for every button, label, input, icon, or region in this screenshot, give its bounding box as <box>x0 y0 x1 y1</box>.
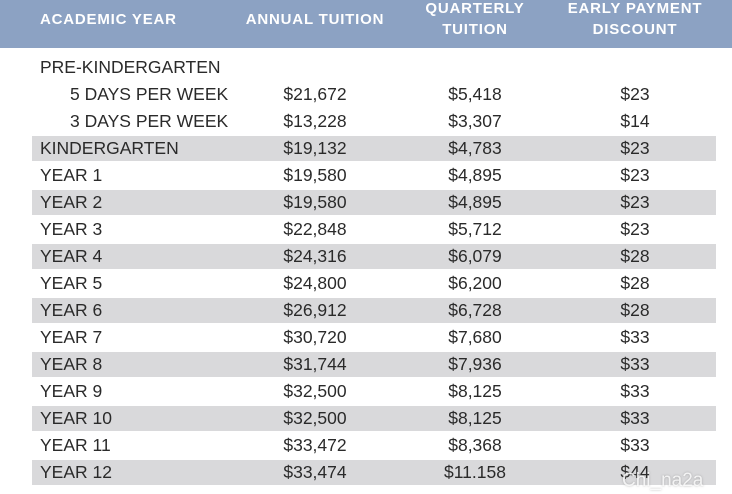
row-label: 5 DAYS PER WEEK <box>70 84 229 104</box>
row-shade <box>32 298 716 323</box>
table-body: PRE-KINDERGARTEN 5 DAYS PER WEEK $21,672… <box>0 54 732 486</box>
discount-value: $23 <box>620 192 650 212</box>
annual-tuition-value: $19,580 <box>283 192 347 212</box>
discount-value: $44 <box>620 462 650 482</box>
row-label: YEAR 8 <box>40 354 103 374</box>
discount-value: $23 <box>620 165 650 185</box>
row-label: YEAR 2 <box>40 192 103 212</box>
annual-tuition-value: $24,316 <box>283 246 347 266</box>
table-row: YEAR 9 $32,500 $8,125 $33 <box>0 378 732 405</box>
row-shade <box>32 406 716 431</box>
table-row: YEAR 7 $30,720 $7,680 $33 <box>0 324 732 351</box>
annual-tuition-value: $32,500 <box>283 381 347 401</box>
row-shade <box>32 190 716 215</box>
table-row: YEAR 4 $24,316 $6,079 $28 <box>0 243 732 270</box>
table-row: YEAR 6 $26,912 $6,728 $28 <box>0 297 732 324</box>
quarterly-tuition-value: $4,783 <box>448 138 502 158</box>
header-discount-line1: EARLY PAYMENT <box>567 0 703 17</box>
discount-value: $23 <box>620 219 650 239</box>
row-shade <box>32 136 716 161</box>
annual-tuition-value: $26,912 <box>283 300 347 320</box>
quarterly-tuition-value: $8,125 <box>448 408 502 428</box>
row-label: YEAR 9 <box>40 381 103 401</box>
row-label: PRE-KINDERGARTEN <box>40 57 221 77</box>
annual-tuition-value: $33,472 <box>283 435 347 455</box>
row-label: YEAR 12 <box>40 462 112 482</box>
quarterly-tuition-value: $7,936 <box>448 354 502 374</box>
header-academic-year: ACADEMIC YEAR <box>40 11 177 28</box>
annual-tuition-value: $19,132 <box>283 138 347 158</box>
annual-tuition-value: $33,474 <box>283 462 347 482</box>
annual-tuition-value: $21,672 <box>283 84 347 104</box>
discount-value: $33 <box>620 354 650 374</box>
table-row: 3 DAYS PER WEEK $13,228 $3,307 $14 <box>0 108 732 135</box>
annual-tuition-value: $31,744 <box>283 354 347 374</box>
table-row: PRE-KINDERGARTEN <box>0 54 732 81</box>
annual-tuition-value: $24,800 <box>283 273 347 293</box>
table-row: YEAR 2 $19,580 $4,895 $23 <box>0 189 732 216</box>
annual-tuition-value: $22,848 <box>283 219 347 239</box>
discount-value: $23 <box>620 84 650 104</box>
table-row: YEAR 10 $32,500 $8,125 $33 <box>0 405 732 432</box>
discount-value: $33 <box>620 381 650 401</box>
row-label: YEAR 5 <box>40 273 103 293</box>
row-label: YEAR 4 <box>40 246 103 266</box>
quarterly-tuition-value: $6,079 <box>448 246 502 266</box>
quarterly-tuition-value: $7,680 <box>448 327 502 347</box>
row-label: YEAR 6 <box>40 300 103 320</box>
quarterly-tuition-value: $5,712 <box>448 219 502 239</box>
quarterly-tuition-value: $8,368 <box>448 435 502 455</box>
table-row: KINDERGARTEN $19,132 $4,783 $23 <box>0 135 732 162</box>
header-quarterly-tuition: QUARTERLY TUITION <box>400 0 550 40</box>
annual-tuition-value: $19,580 <box>283 165 347 185</box>
header-annual-tuition: ANNUAL TUITION <box>245 11 385 28</box>
row-label: YEAR 10 <box>40 408 112 428</box>
table-row: 5 DAYS PER WEEK $21,672 $5,418 $23 <box>0 81 732 108</box>
table-row: YEAR 3 $22,848 $5,712 $23 <box>0 216 732 243</box>
row-label: YEAR 3 <box>40 219 103 239</box>
table-row: YEAR 11 $33,472 $8,368 $33 <box>0 432 732 459</box>
row-shade <box>32 244 716 269</box>
discount-value: $14 <box>620 111 650 131</box>
table-header: ACADEMIC YEAR ANNUAL TUITION QUARTERLY T… <box>0 0 732 48</box>
row-label: 3 DAYS PER WEEK <box>70 111 229 131</box>
header-discount-line2: DISCOUNT <box>592 21 678 38</box>
quarterly-tuition-value: $4,895 <box>448 192 502 212</box>
quarterly-tuition-value: $3,307 <box>448 111 502 131</box>
discount-value: $28 <box>620 300 650 320</box>
discount-value: $28 <box>620 246 650 266</box>
table-row: YEAR 8 $31,744 $7,936 $33 <box>0 351 732 378</box>
header-quarterly-line1: QUARTERLY <box>425 0 525 17</box>
table-row: YEAR 1 $19,580 $4,895 $23 <box>0 162 732 189</box>
discount-value: $28 <box>620 273 650 293</box>
table-row: YEAR 12 $33,474 $11.158 $44 <box>0 459 732 486</box>
quarterly-tuition-value: $6,728 <box>448 300 502 320</box>
header-early-payment-discount: EARLY PAYMENT DISCOUNT <box>560 0 710 40</box>
annual-tuition-value: $32,500 <box>283 408 347 428</box>
quarterly-tuition-value: $6,200 <box>448 273 502 293</box>
row-label: YEAR 1 <box>40 165 103 185</box>
quarterly-tuition-value: $4,895 <box>448 165 502 185</box>
row-shade <box>32 460 716 485</box>
row-shade <box>32 352 716 377</box>
quarterly-tuition-value: $5,418 <box>448 84 502 104</box>
header-quarterly-line2: TUITION <box>442 21 508 38</box>
quarterly-tuition-value: $11.158 <box>444 462 506 482</box>
table-row: YEAR 5 $24,800 $6,200 $28 <box>0 270 732 297</box>
discount-value: $33 <box>620 327 650 347</box>
annual-tuition-value: $13,228 <box>283 111 347 131</box>
annual-tuition-value: $30,720 <box>283 327 347 347</box>
discount-value: $33 <box>620 408 650 428</box>
row-label: KINDERGARTEN <box>40 138 179 158</box>
row-label: YEAR 7 <box>40 327 103 347</box>
row-label: YEAR 11 <box>40 435 111 455</box>
discount-value: $23 <box>620 138 650 158</box>
quarterly-tuition-value: $8,125 <box>448 381 502 401</box>
watermark-text: Chi_na2a <box>622 470 704 491</box>
discount-value: $33 <box>620 435 650 455</box>
